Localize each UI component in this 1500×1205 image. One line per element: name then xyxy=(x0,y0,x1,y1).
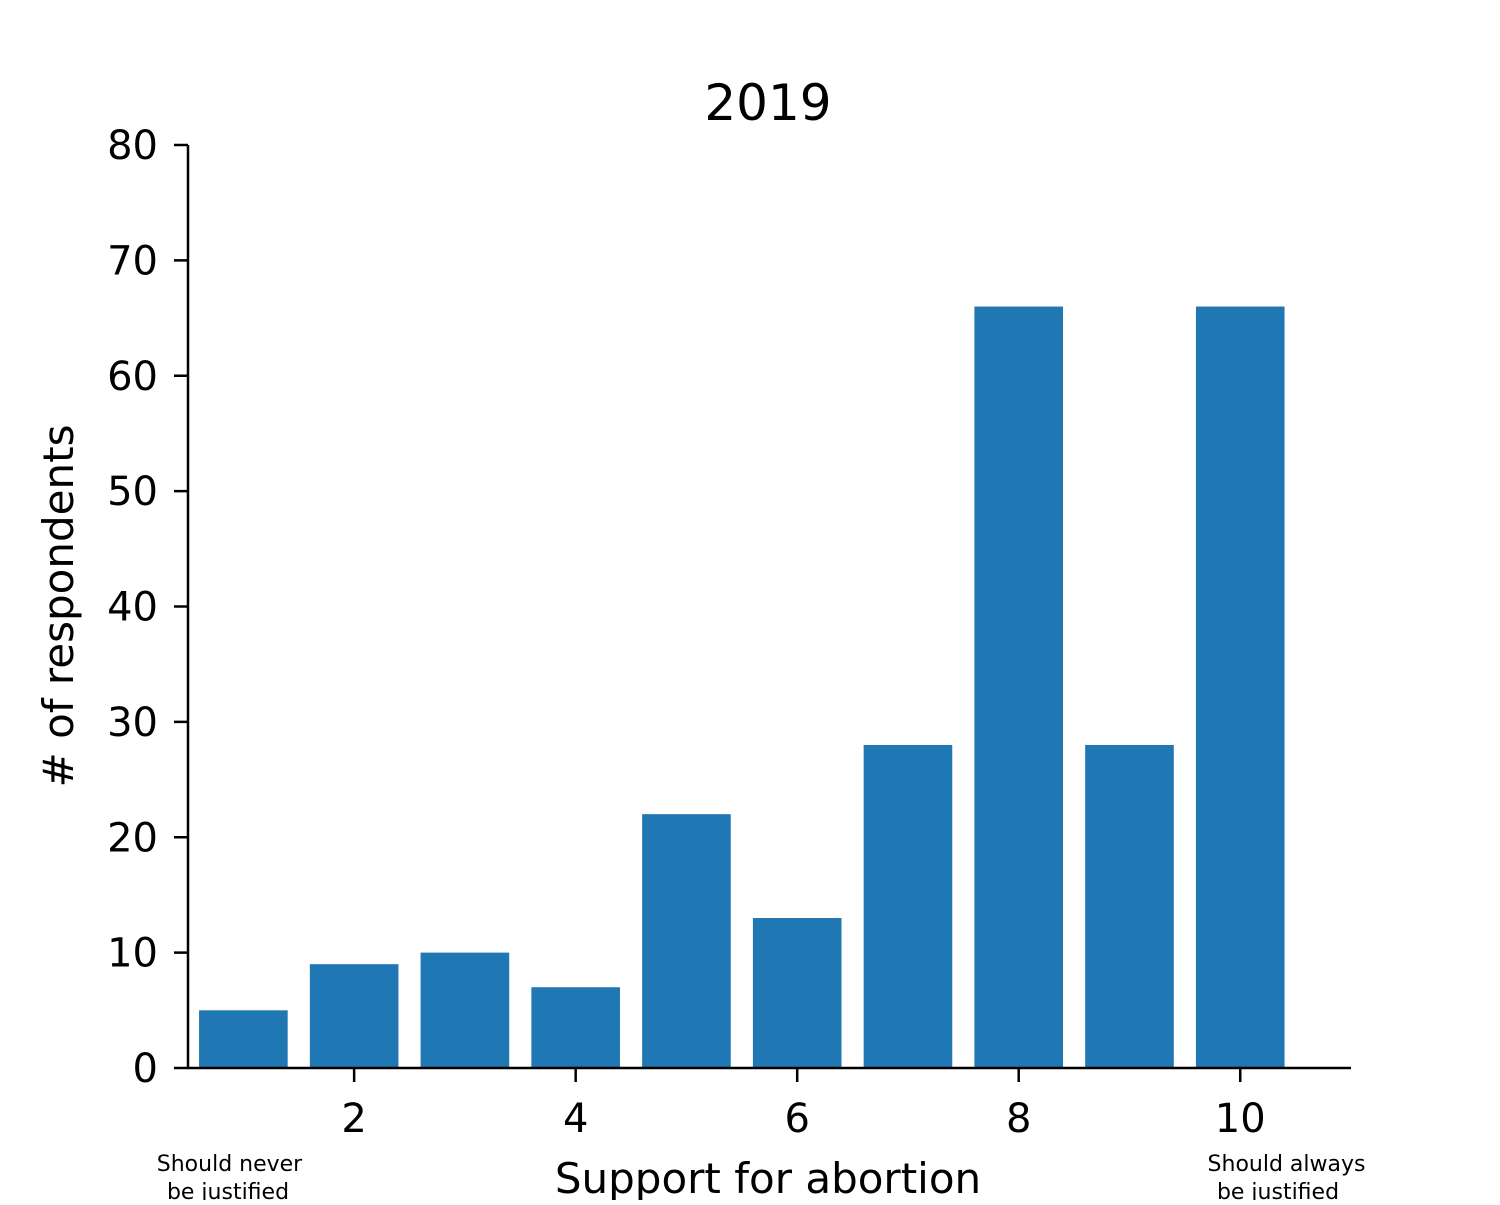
bar-2 xyxy=(309,964,399,1068)
bars-layer xyxy=(199,306,1285,1068)
bar-5 xyxy=(642,814,731,1068)
x-tick-label-8: 8 xyxy=(1006,1096,1031,1142)
y-tick-label-70: 70 xyxy=(107,238,158,284)
y-tick-label-40: 40 xyxy=(107,585,158,631)
y-tick-label-20: 20 xyxy=(107,815,158,861)
bar-8 xyxy=(974,306,1064,1068)
high-anchor-line-1: Should always xyxy=(1208,1152,1366,1177)
x-tick-label-6: 6 xyxy=(784,1096,809,1142)
bar-9 xyxy=(1085,744,1174,1068)
low-anchor-note: Should never be justified xyxy=(157,1152,309,1200)
bar-1 xyxy=(199,1010,288,1068)
y-ticks: 0 10 20 30 40 50 60 70 80 xyxy=(107,123,188,1092)
y-tick-label-50: 50 xyxy=(107,469,158,515)
bar-3 xyxy=(420,952,510,1068)
y-tick-label-0: 0 xyxy=(133,1046,158,1092)
bar-4 xyxy=(531,987,620,1068)
x-ticks: 2 4 6 8 10 xyxy=(341,1068,1266,1142)
bar-6 xyxy=(752,918,842,1068)
x-tick-label-10: 10 xyxy=(1215,1096,1266,1142)
y-tick-label-30: 30 xyxy=(107,700,158,746)
high-anchor-note: Should always be justified xyxy=(1208,1152,1373,1200)
bar-10 xyxy=(1195,306,1285,1068)
x-axis-label: Support for abortion xyxy=(555,1154,981,1200)
x-tick-label-4: 4 xyxy=(563,1096,588,1142)
y-tick-label-80: 80 xyxy=(107,123,158,169)
y-tick-label-60: 60 xyxy=(107,354,158,400)
bar-7 xyxy=(863,744,953,1068)
y-axis-label: # of respondents xyxy=(34,425,83,788)
chart-title: 2019 xyxy=(704,74,831,132)
low-anchor-line-1: Should never xyxy=(157,1152,303,1177)
low-anchor-line-2: be justified xyxy=(167,1180,289,1200)
x-tick-label-2: 2 xyxy=(341,1096,366,1142)
y-tick-label-10: 10 xyxy=(107,931,158,977)
high-anchor-line-2: be justified xyxy=(1217,1180,1339,1200)
